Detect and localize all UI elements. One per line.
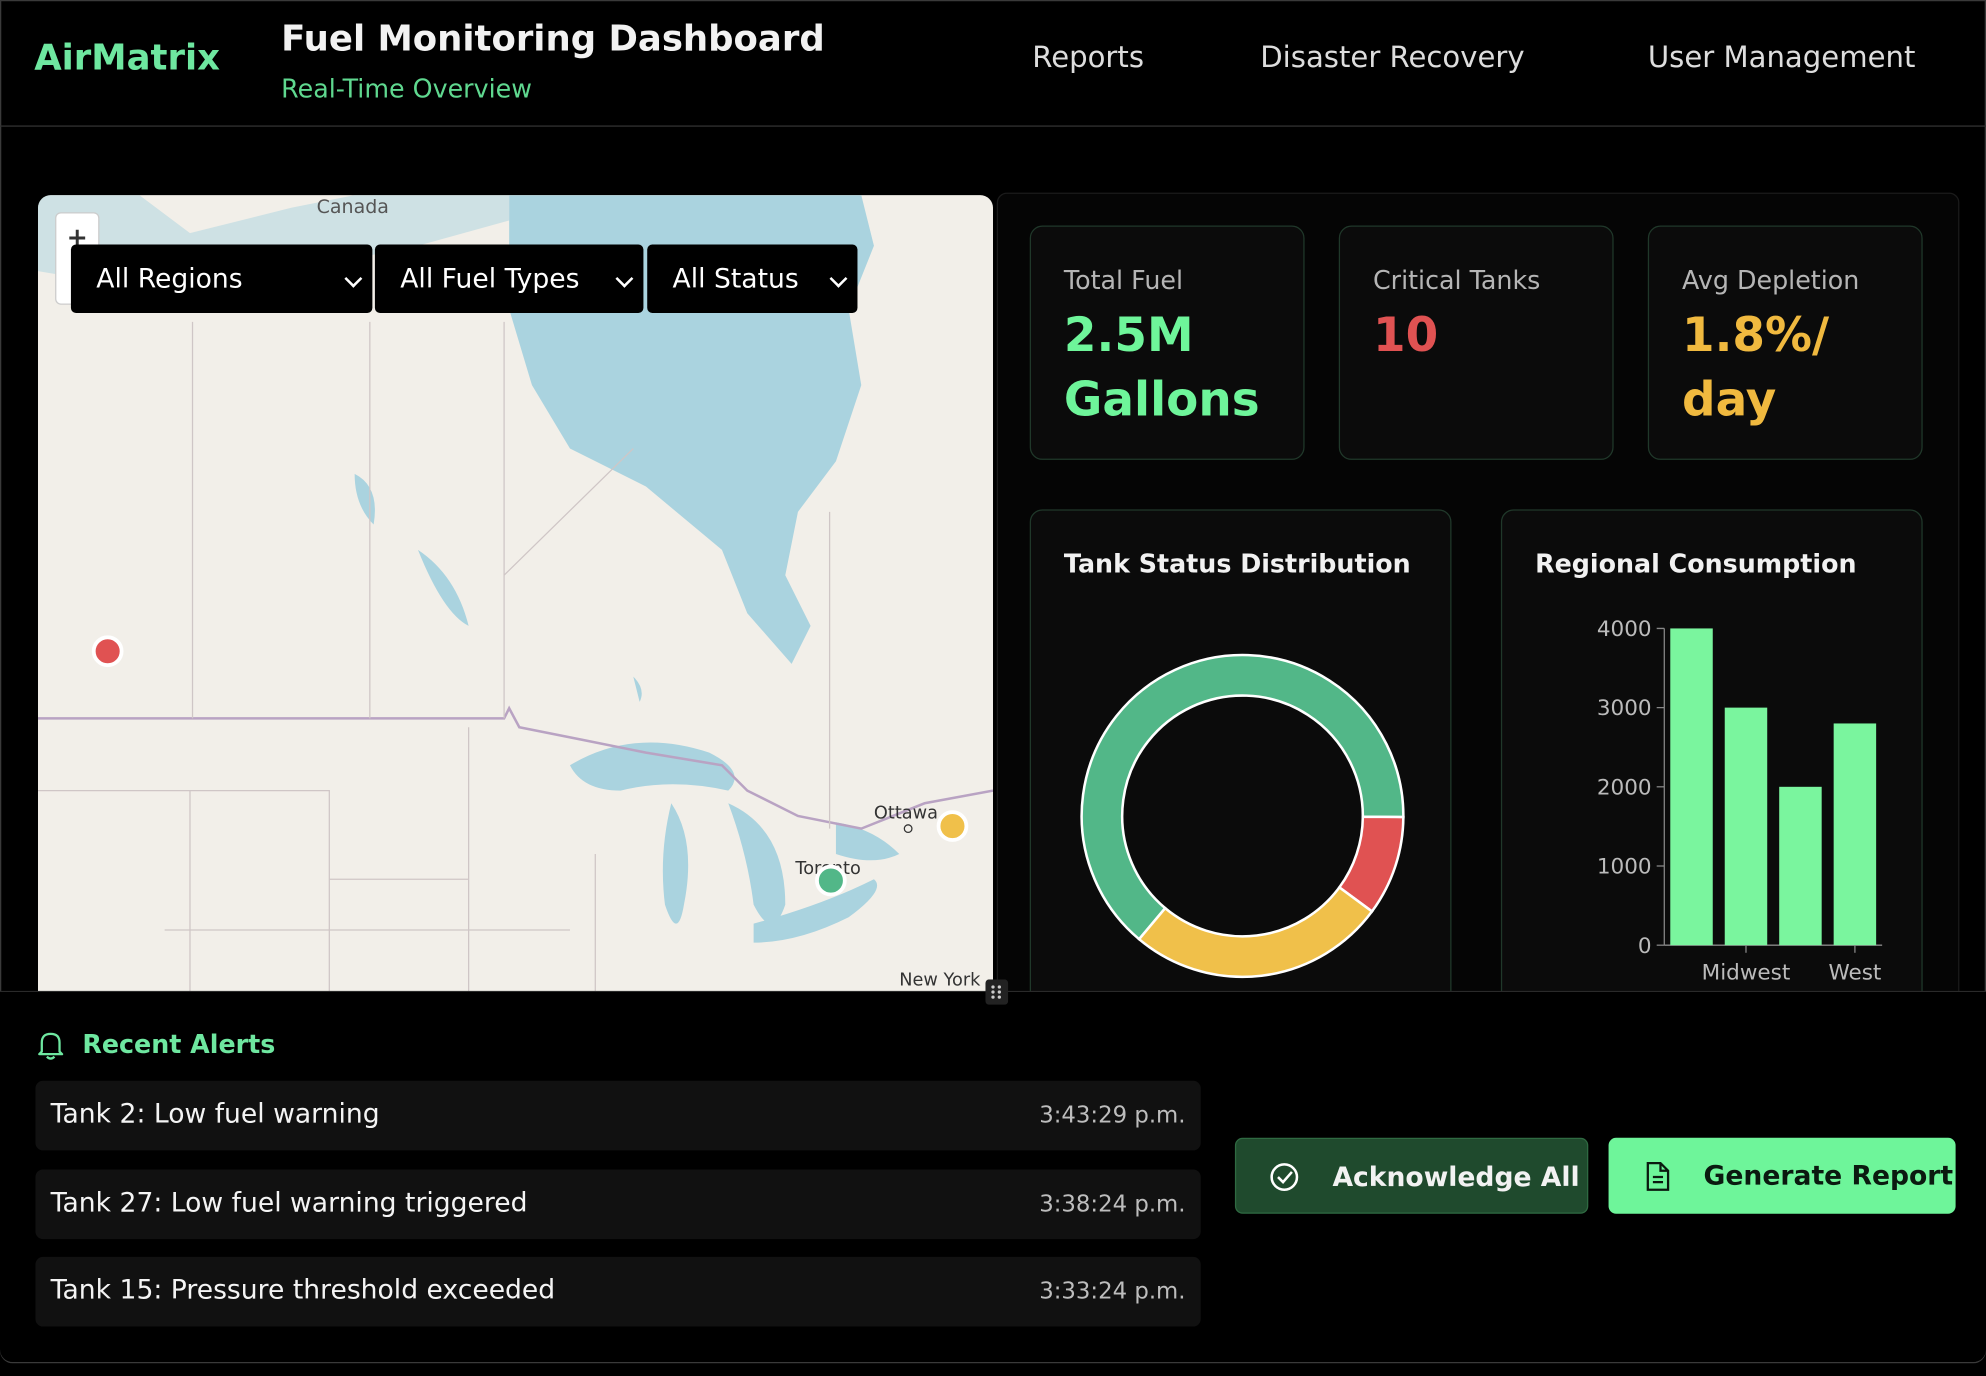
filter-label: All Regions [96, 264, 242, 294]
y-tick-label: 0 [1638, 934, 1652, 959]
page-title: Fuel Monitoring Dashboard [281, 18, 825, 60]
map-label: New York [899, 971, 981, 991]
alert-text: Tank 27: Low fuel warning triggered [51, 1187, 528, 1217]
bell-icon [35, 1029, 65, 1062]
check-icon [1269, 1162, 1302, 1195]
water [355, 474, 642, 702]
alert-text: Tank 2: Low fuel warning [51, 1098, 380, 1128]
button-label: Generate Report [1704, 1161, 1954, 1191]
stat-label: Total Fuel [1064, 265, 1183, 295]
bar [1834, 723, 1876, 945]
y-tick-label: 2000 [1597, 775, 1652, 800]
tank-marker[interactable] [817, 867, 845, 895]
water [836, 822, 899, 860]
map[interactable]: Canada Ottawa Toronto New York + [38, 195, 993, 1006]
report-button[interactable]: Generate Report [1609, 1138, 1956, 1214]
x-tick-label: Midwest [1702, 960, 1791, 985]
brand[interactable]: AirMatrix [34, 37, 220, 79]
doughnut-chart [1031, 511, 1452, 1042]
bar [1725, 708, 1767, 946]
stat-label: Critical Tanks [1373, 265, 1540, 295]
filter-label: All Fuel Types [400, 264, 579, 294]
city-dot [904, 825, 912, 833]
water [570, 742, 735, 790]
alert-row[interactable]: Tank 2: Low fuel warning 3:43:29 p.m. [35, 1081, 1200, 1151]
resize-handle[interactable] [985, 979, 1008, 1004]
acknowledge-button[interactable]: Acknowledge All [1235, 1138, 1588, 1214]
fuel-filter[interactable]: All Fuel Types [375, 245, 644, 313]
map-tiles: Canada Ottawa Toronto New York + [38, 195, 993, 1006]
doughnut-segment [1139, 887, 1372, 976]
bar-chart: 0 1000 2000 3000 4000 Midwest West [1502, 511, 1923, 1042]
alert-time: 3:38:24 p.m. [1039, 1191, 1185, 1218]
stat-value: 1.8%/ day [1682, 303, 1872, 432]
status-filter[interactable]: All Status [647, 245, 857, 313]
alert-row[interactable]: Tank 15: Pressure threshold exceeded 3:33… [35, 1257, 1200, 1327]
water [728, 803, 785, 923]
region-filter[interactable]: All Regions [71, 245, 372, 313]
chart-card: Tank Status Distribution [1030, 509, 1452, 1041]
subtitle: Real-Time Overview [281, 73, 532, 103]
stat-card: Avg Depletion 1.8%/ day [1648, 226, 1923, 460]
border [38, 708, 993, 828]
nav-link[interactable]: User Management [1648, 42, 1916, 75]
bar [1670, 628, 1712, 945]
alert-time: 3:43:29 p.m. [1039, 1102, 1185, 1129]
alert-time: 3:33:24 p.m. [1039, 1278, 1185, 1305]
x-tick-label: West [1828, 960, 1881, 985]
alert-row[interactable]: Tank 27: Low fuel warning triggered 3:38:… [35, 1169, 1200, 1239]
stat-value: 2.5M Gallons [1064, 303, 1254, 432]
y-tick-label: 4000 [1597, 617, 1652, 642]
alert-text: Tank 15: Pressure threshold exceeded [51, 1275, 556, 1305]
y-tick-label: 3000 [1597, 696, 1652, 721]
chart-card: Regional Consumption 01000200030004000Mi… [1501, 509, 1923, 1041]
stat-label: Avg Depletion [1682, 265, 1859, 295]
y-tick-label: 1000 [1597, 855, 1652, 880]
map-label: Ottawa [874, 803, 938, 823]
water [663, 803, 688, 923]
nav-link[interactable]: Reports [1032, 42, 1144, 75]
filter-label: All Status [673, 264, 799, 294]
map-label: Canada [317, 196, 389, 218]
nav-link[interactable]: Disaster Recovery [1260, 42, 1524, 75]
header: AirMatrix Fuel Monitoring Dashboard Real… [0, 0, 1986, 127]
stat-card: Critical Tanks 10 [1339, 226, 1614, 460]
document-icon [1644, 1161, 1672, 1194]
button-label: Acknowledge All [1332, 1162, 1579, 1192]
alerts-title: Recent Alerts [82, 1029, 275, 1059]
tank-marker[interactable] [939, 812, 967, 840]
bar [1779, 787, 1821, 945]
stat-value: 10 [1373, 303, 1563, 368]
stat-card: Total Fuel 2.5M Gallons [1030, 226, 1305, 460]
tank-marker[interactable] [94, 637, 122, 665]
